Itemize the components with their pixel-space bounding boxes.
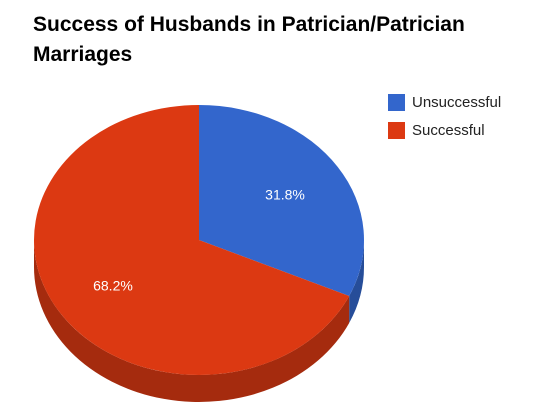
pie-sides [34, 240, 364, 402]
legend-swatch-unsuccessful [388, 93, 405, 111]
pie-side-unsuccessful [349, 240, 364, 323]
slice-label-unsuccessful: 31.8% [265, 187, 305, 203]
legend-item-unsuccessful[interactable]: Unsuccessful [388, 88, 501, 116]
legend: Unsuccessful Successful [388, 88, 501, 144]
legend-swatch-successful [388, 121, 405, 139]
legend-label-successful: Successful [412, 121, 485, 139]
legend-label-unsuccessful: Unsuccessful [412, 93, 502, 111]
pie-tops [33, 105, 364, 376]
pie-slice-successful[interactable] [33, 105, 350, 376]
pie-side-successful [34, 240, 350, 402]
slice-label-successful: 68.2% [93, 277, 133, 293]
pie-labels: 31.8% 68.2% [93, 187, 305, 294]
chart-title: Success of Husbands in Patrician/Patrici… [33, 13, 465, 66]
legend-item-successful[interactable]: Successful [388, 116, 501, 144]
pie-slice-unsuccessful[interactable] [199, 105, 364, 296]
